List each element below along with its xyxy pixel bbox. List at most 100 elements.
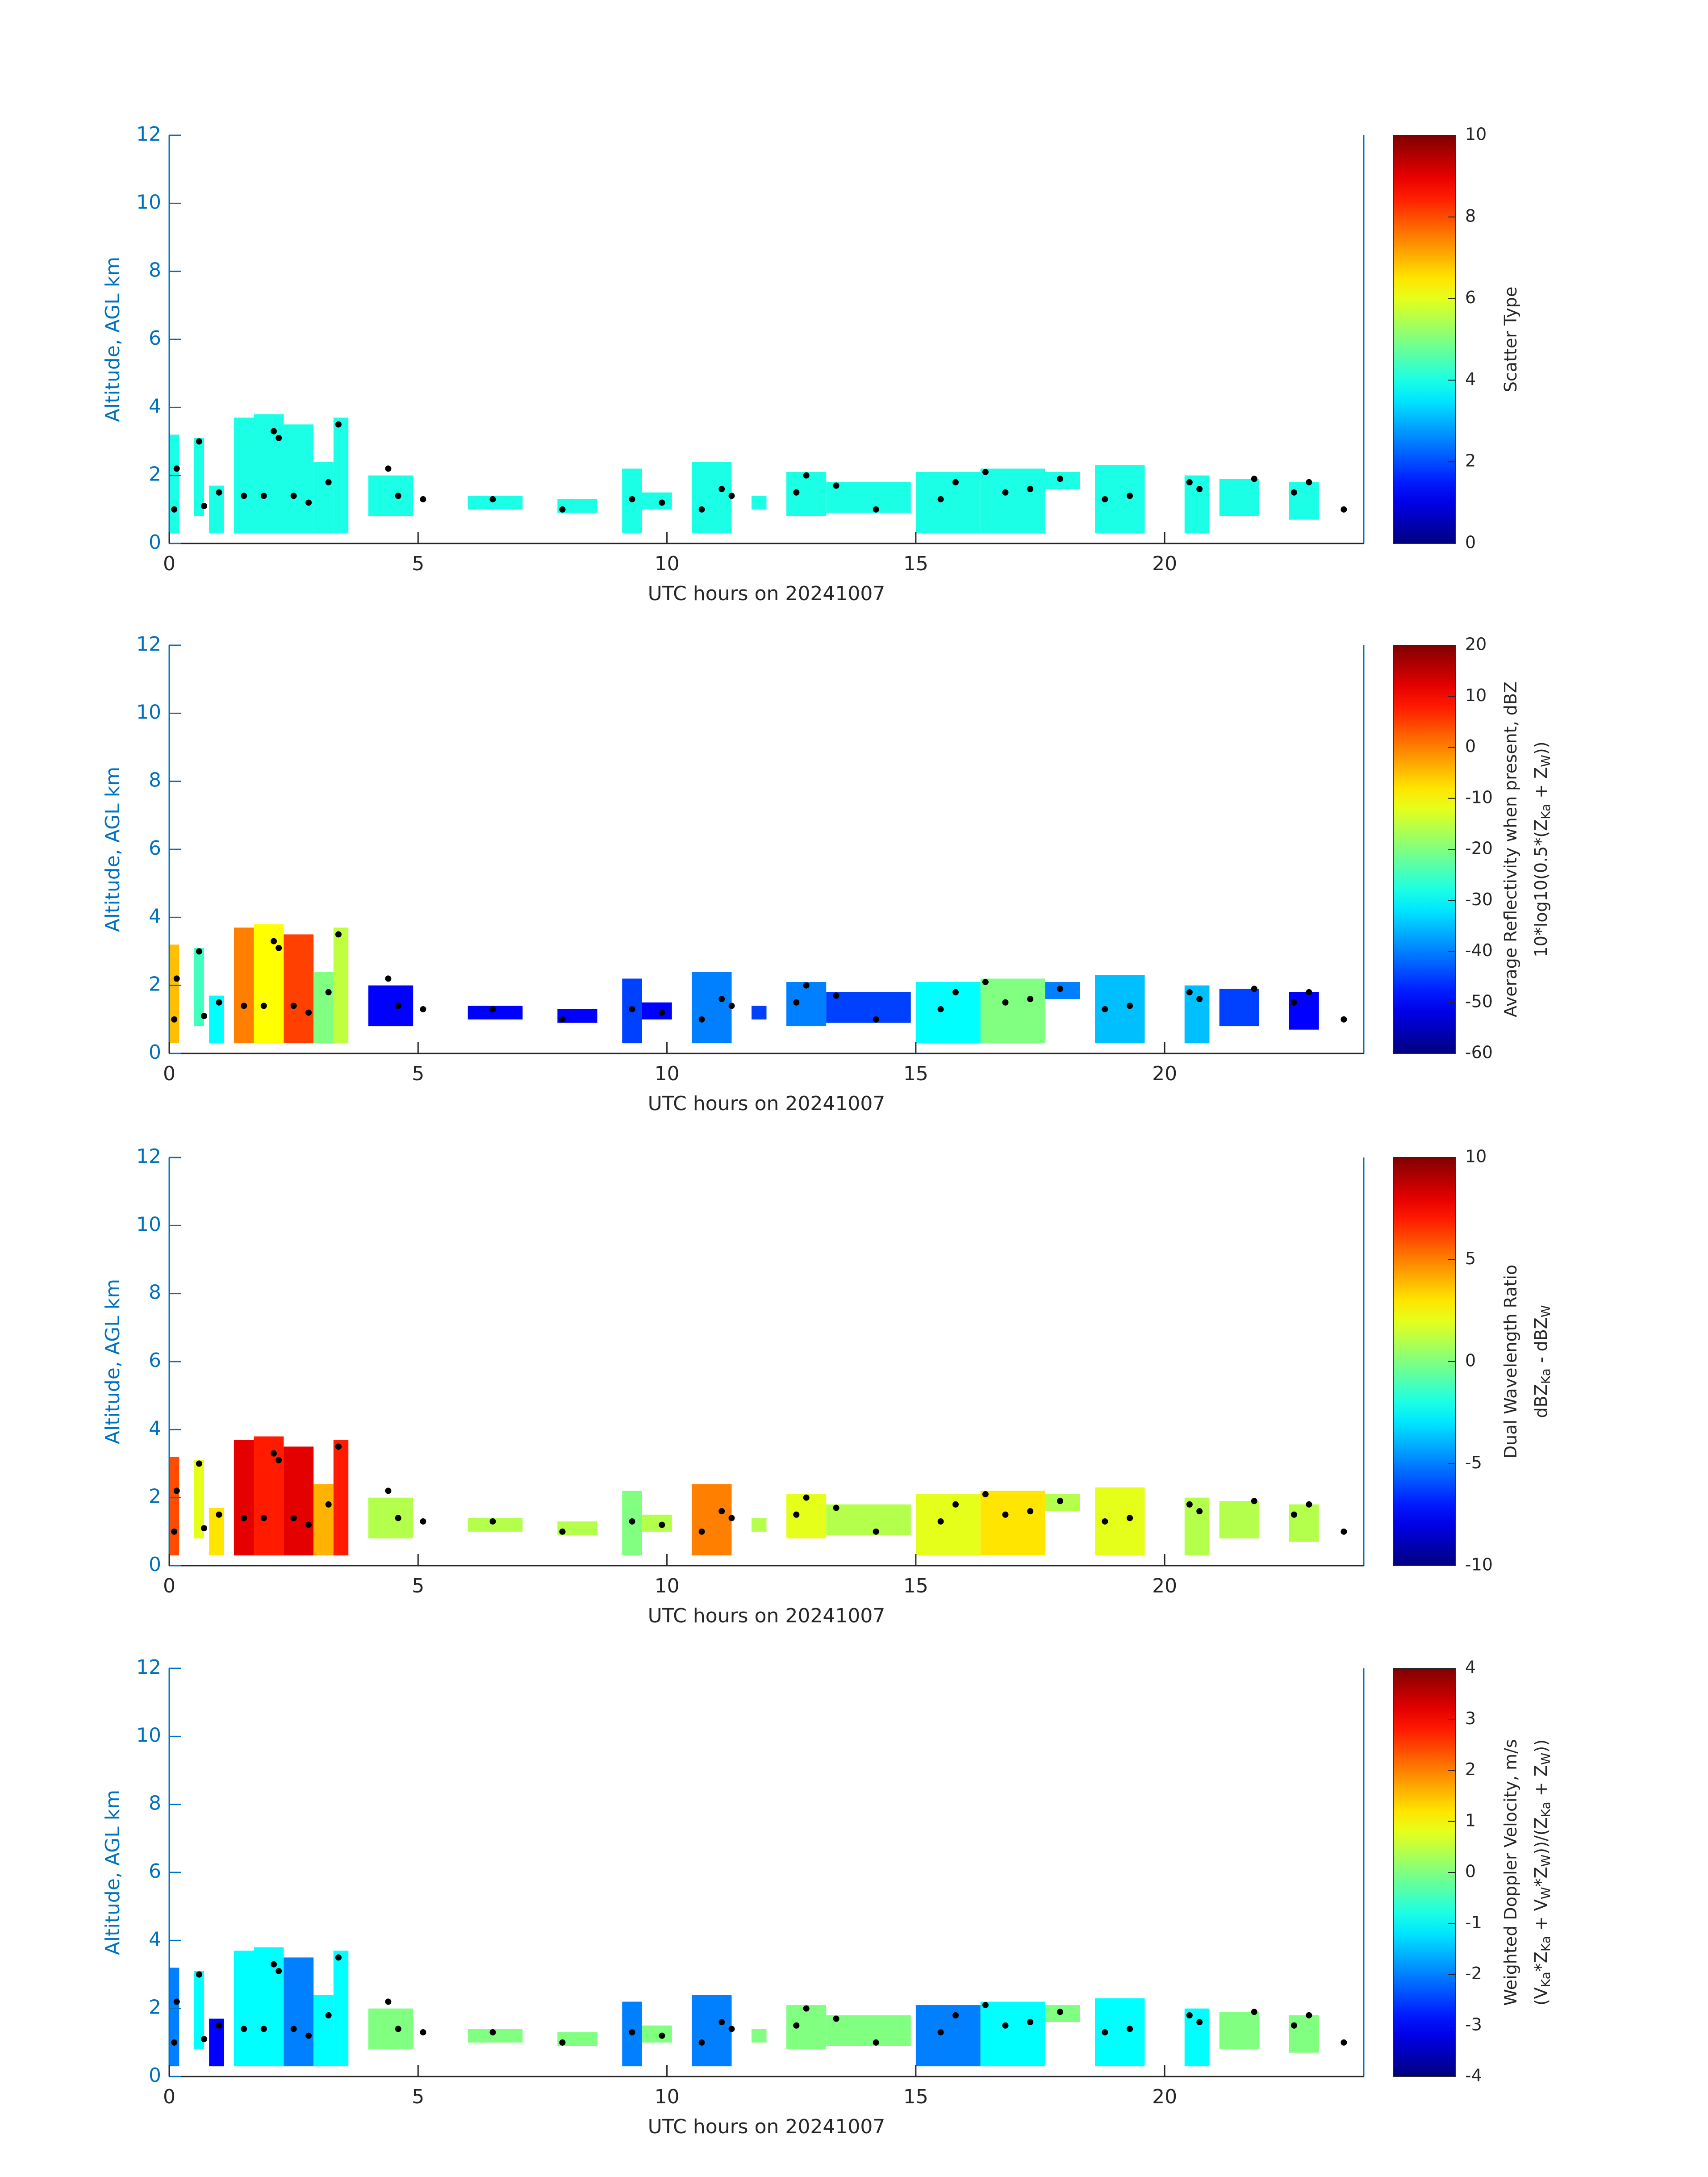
dot — [982, 2002, 989, 2009]
echo — [1219, 1501, 1259, 1539]
echo — [752, 2029, 767, 2043]
dot — [803, 472, 810, 479]
dot — [982, 979, 989, 986]
dot — [803, 2005, 810, 2012]
dot — [171, 2039, 178, 2046]
colorbar-tick-label: -3 — [1465, 2014, 1482, 2034]
colorbar-tick-label: 0 — [1465, 736, 1476, 756]
dot — [718, 1508, 725, 1515]
x-tick-label: 10 — [655, 552, 680, 575]
x-tick-label: 0 — [163, 552, 175, 575]
dot — [201, 1013, 208, 1020]
dot — [982, 469, 989, 476]
dot — [201, 503, 208, 510]
dot — [873, 1528, 879, 1535]
y-tick-label: 4 — [149, 1417, 161, 1440]
dot — [241, 2026, 247, 2032]
echo — [234, 928, 254, 1044]
dot — [1341, 1528, 1347, 1535]
y-tick-label: 8 — [149, 259, 161, 282]
colorbar-tick-label: 2 — [1465, 1759, 1476, 1779]
colorbar-label-subscript: Ka — [1538, 1801, 1553, 1817]
y-tick-label: 0 — [149, 531, 161, 554]
colorbar-label-subscript: W — [1538, 1855, 1553, 1867]
x-axis-label: UTC hours on 20241007 — [648, 582, 885, 605]
dot — [1306, 1501, 1312, 1508]
dot — [1002, 489, 1009, 496]
y-tick-label: 8 — [149, 769, 161, 792]
x-tick-label: 0 — [163, 1062, 175, 1085]
dot — [305, 499, 312, 506]
colorbar-tick-label: -50 — [1465, 991, 1493, 1011]
dot — [1057, 1498, 1064, 1504]
colorbar-label: (VKa*ZKa + VW*ZW))/(ZKa + ZW)) — [1531, 1739, 1553, 2006]
dot — [241, 1515, 247, 1521]
colorbar-label-text: 10*log10(0.5*(Z — [1531, 819, 1551, 957]
dot — [698, 2039, 705, 2046]
echo — [313, 1484, 334, 1556]
dot — [173, 465, 180, 472]
echo — [313, 462, 334, 534]
dot — [629, 1518, 635, 1525]
echo — [1219, 2012, 1259, 2050]
x-tick-label: 20 — [1152, 552, 1177, 575]
echo — [368, 475, 413, 517]
echo — [234, 1440, 254, 1556]
dot — [395, 1003, 401, 1009]
dot — [196, 1460, 202, 1467]
colorbar-label: 10*log10(0.5*(ZKa + ZW)) — [1531, 741, 1553, 957]
echo — [169, 944, 180, 1044]
x-axis-label: UTC hours on 20241007 — [648, 1605, 885, 1627]
dot — [833, 2015, 839, 2022]
colorbar — [1393, 1668, 1456, 2077]
echo — [642, 1002, 672, 1020]
y-tick-label: 2 — [149, 973, 161, 996]
echo — [826, 2015, 911, 2046]
x-tick-label: 15 — [903, 1575, 928, 1597]
y-tick-label: 10 — [136, 701, 161, 723]
dot — [489, 496, 496, 502]
dot — [1102, 2029, 1108, 2035]
echo — [915, 1494, 981, 1556]
colorbar-label-subscript: Ka — [1538, 804, 1553, 819]
echo — [752, 496, 767, 510]
echo — [313, 1995, 334, 2067]
colorbar-label-text: - dBZ — [1531, 1317, 1551, 1368]
dot — [276, 944, 282, 951]
dot — [1290, 2022, 1297, 2029]
echo — [786, 472, 827, 517]
colorbar-tick-label: 8 — [1465, 206, 1476, 226]
dot — [171, 1016, 178, 1023]
dot — [290, 493, 297, 499]
y-tick-label: 6 — [149, 837, 161, 860]
dot — [659, 2032, 665, 2039]
colorbar-label-subscript: W — [1538, 755, 1553, 767]
echo — [368, 2008, 413, 2050]
dot — [196, 438, 202, 445]
colorbar-tick-label: 10 — [1465, 125, 1487, 144]
colorbar-tick-label: 4 — [1465, 1658, 1476, 1677]
y-axis-label: Altitude, AGL km — [101, 767, 124, 932]
colorbar-tick-label: 3 — [1465, 1709, 1476, 1728]
colorbar-tick-label: 1 — [1465, 1810, 1476, 1830]
x-tick-label: 20 — [1152, 2085, 1177, 2108]
colorbar-label-text: Dual Wavelength Ratio — [1501, 1265, 1520, 1458]
echo — [333, 928, 349, 1044]
y-tick-label: 2 — [149, 1485, 161, 1508]
dot — [395, 1515, 401, 1521]
colorbar-tick-label: 0 — [1465, 1862, 1476, 1881]
echo — [980, 2002, 1045, 2067]
dot — [559, 1528, 566, 1535]
dot — [173, 1998, 180, 2005]
dot — [1186, 989, 1193, 995]
dot — [420, 1518, 426, 1525]
dot — [216, 1511, 222, 1518]
dot — [1196, 1508, 1203, 1515]
dot — [1306, 2012, 1312, 2018]
colorbar-label-text: + Z — [1531, 1765, 1551, 1801]
colorbar-label-text: + Z — [1531, 767, 1551, 804]
x-tick-label: 10 — [655, 1062, 680, 1085]
x-tick-label: 20 — [1152, 1062, 1177, 1085]
dot — [171, 1528, 178, 1535]
